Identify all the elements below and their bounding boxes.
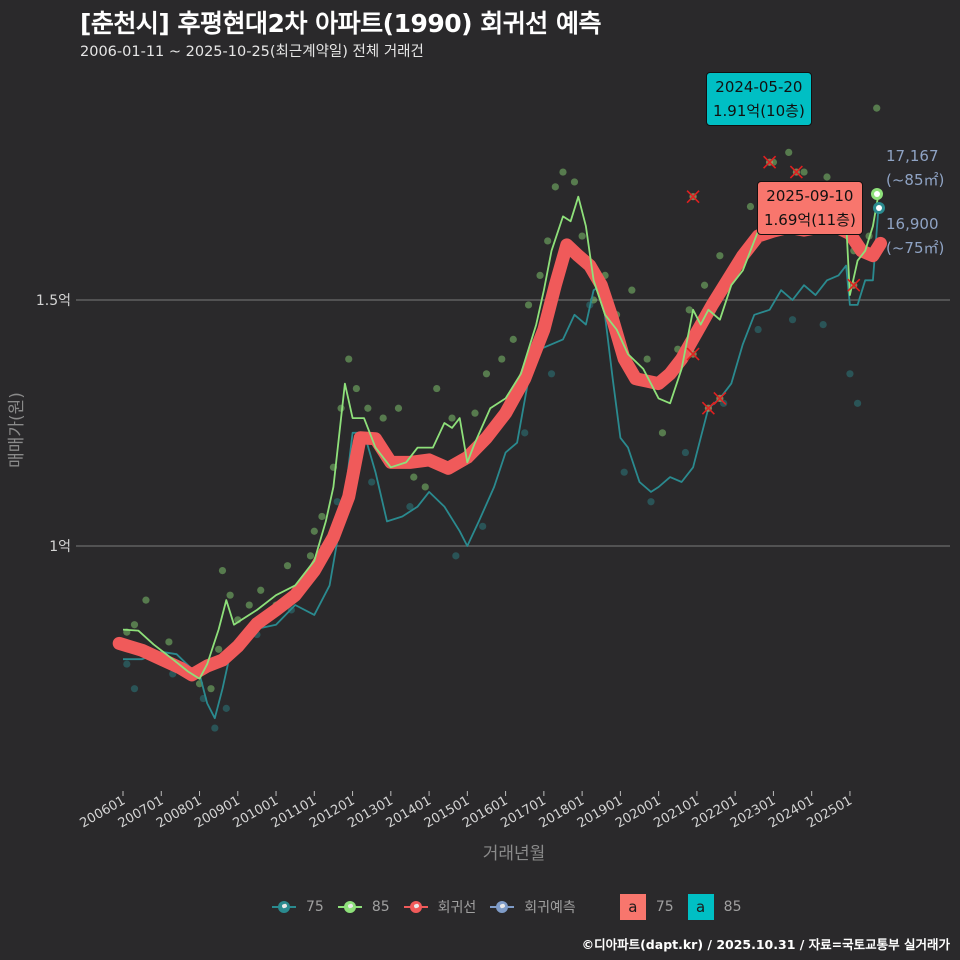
side-label-75-area: (~75㎡) [886,239,945,257]
legend-regression-label: 회귀선 [437,900,477,916]
legend-85-label: 85 [371,899,390,915]
y-axis-ticks: 1.5억 1억 [36,293,71,555]
x-axis-title: 거래년월 [483,844,546,864]
y-axis-title: 매매가(원) [7,392,27,468]
max-callout-price: 1.91억(10층) [713,102,805,120]
legend-regression-icon [403,900,428,914]
legend-item-regression: 회귀선 [403,897,477,917]
legend-75-label: 75 [306,899,324,915]
latest-point-markers [871,188,885,214]
side-label-75: 16,900 (~75㎡) [886,212,944,260]
chart-title: [춘천시] 후평현대2차 아파트(1990) 회귀선 예측 [80,9,602,38]
legend-label-box-85-icon: a [687,894,714,920]
latest-callout-price: 1.69억(11층) [764,211,856,229]
chart-subtitle: 2006-01-11 ~ 2025-10-25(최근계약일) 전체 거래건 [80,44,424,60]
legend-box-75-label: 75 [655,899,674,915]
side-label-75-value: 16,900 [886,215,939,233]
x-axis-ticks: 2006012007012008012009012010012011012012… [78,791,855,831]
latest-callout-date: 2025-09-10 [766,187,854,205]
legend-item-75: 75 [272,899,324,915]
y-tick-label: 1.5억 [36,293,71,309]
side-label-85-value: 17,167 [886,147,939,165]
legend-item-85: 85 [337,899,390,915]
max-price-callout: 2024-05-20 1.91억(10층) [706,72,812,126]
outlier-markers [686,155,861,415]
legend-label-box-75-icon: a [619,894,646,920]
legend-75-icon [272,900,296,914]
legend-forecast-icon [490,900,515,914]
side-label-85-area: (~85㎡) [886,171,945,189]
y-tick-label: 1억 [49,539,71,555]
side-label-85: 17,167 (~85㎡) [886,144,944,192]
legend-forecast-label: 회귀예측 [524,900,576,916]
series-lines [112,193,887,720]
legend-item-forecast: 회귀예측 [490,897,576,917]
legend-85-icon [337,900,362,914]
gridlines [76,299,950,547]
max-callout-date: 2024-05-20 [715,78,803,96]
legend-box-85-label: 85 [723,899,742,915]
footer-credit: ©디아파트(dapt.kr) / 2025.10.31 / 자료=국토교통부 실… [581,937,950,952]
legend: 75 85 회귀선 회귀예측 a 75 a 85 [272,894,755,920]
latest-price-callout: 2025-09-10 1.69억(11층) [757,181,863,235]
